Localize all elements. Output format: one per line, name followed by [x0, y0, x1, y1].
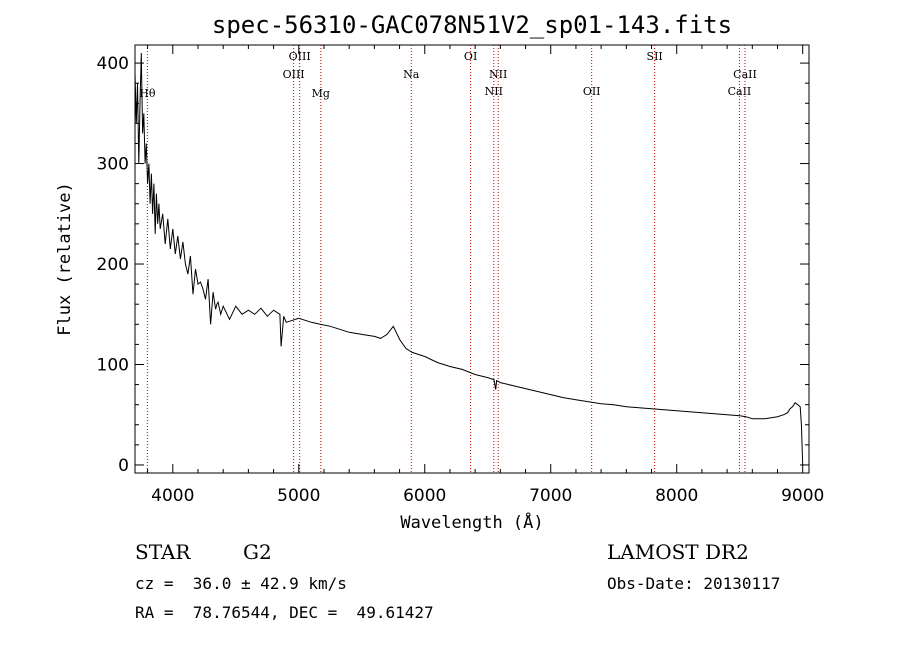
y-axis-label: Flux (relative) — [55, 182, 75, 336]
x-axis-label: Wavelength (Å) — [400, 511, 543, 533]
survey-name: LAMOST DR2 — [607, 540, 749, 564]
spectral-line-label: OI — [464, 50, 477, 63]
y-tick-label: 400 — [97, 54, 129, 74]
axis-ticks: 4000 5000 6000 7000 8000 9000 0 100 200 300 400 — [97, 45, 824, 506]
plot-frame — [134, 44, 810, 474]
observation-date: Obs-Date: 20130117 — [607, 574, 781, 593]
spectral-line-label: Na — [403, 68, 420, 81]
x-tick-label: 4000 — [151, 486, 194, 506]
spectral-line-label: Mg — [312, 87, 330, 100]
redshift-readout: cz = 36.0 ± 42.9 km/s — [135, 574, 347, 593]
object-class: STAR — [135, 540, 191, 564]
spectral-line-label: SII — [647, 50, 663, 63]
spectral-line-label: NII — [489, 68, 507, 81]
spectral-line-label: NII — [485, 85, 503, 98]
spectral-line-label: OII — [583, 85, 601, 98]
spectral-line-label: CaII — [733, 68, 757, 81]
x-tick-label: 8000 — [655, 486, 698, 506]
x-tick-label: 5000 — [277, 486, 320, 506]
x-tick-label: 7000 — [529, 486, 572, 506]
object-subclass: G2 — [243, 540, 272, 564]
y-tick-label: 300 — [97, 155, 129, 175]
spectral-line-label: OIII — [289, 50, 311, 63]
spectrum-series-line — [134, 52, 804, 466]
spectral-line-label: OIII — [283, 68, 305, 81]
y-tick-label: 200 — [97, 255, 129, 275]
y-tick-label: 100 — [97, 355, 129, 375]
chart-title: spec-56310-GAC078N51V2_sp01-143.fits — [212, 11, 732, 39]
spectral-line-markers: Hθ OIII OIII Mg Na OI NII NII OII SII CaII CaII — [139, 45, 757, 473]
x-tick-label: 6000 — [403, 486, 446, 506]
x-tick-label: 9000 — [781, 486, 824, 506]
spectral-line-label: Hθ — [139, 87, 156, 100]
y-tick-label: 0 — [118, 456, 129, 476]
spectral-line-label: CaII — [728, 85, 752, 98]
coordinates-readout: RA = 78.76544, DEC = 49.61427 — [135, 603, 434, 622]
